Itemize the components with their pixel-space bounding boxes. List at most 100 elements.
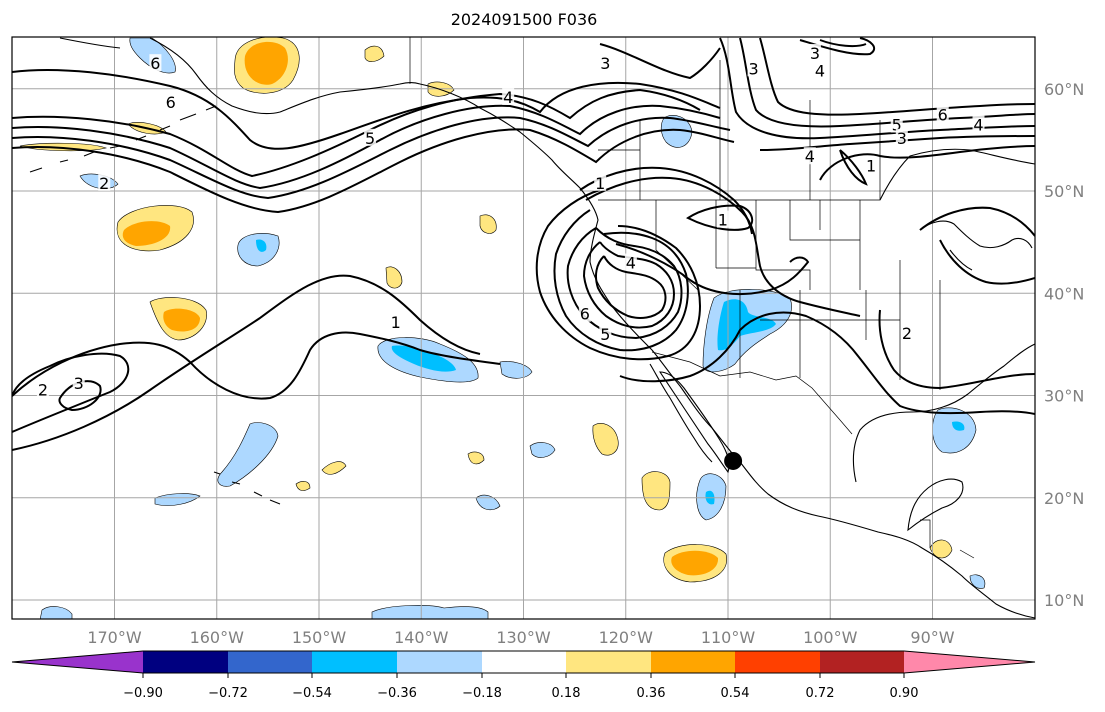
contour-label: 4 (626, 254, 636, 273)
contour-line (619, 311, 1035, 415)
contour-line (939, 239, 1035, 285)
colorbar-tick-label: 0.36 (637, 686, 666, 701)
positive-anomaly-area (385, 266, 403, 289)
contour-label-backdrop (502, 87, 515, 105)
contour-label-backdrop (865, 156, 878, 174)
contour-label-backdrop (389, 312, 402, 330)
contour-label-backdrop (808, 43, 821, 61)
contour-line (12, 68, 721, 150)
coastlines (29, 37, 1035, 619)
contour-label-backdrop (890, 115, 903, 133)
contour-line (12, 88, 701, 178)
contour-line (579, 166, 753, 235)
contour-label: 1 (718, 211, 728, 230)
contour-label-backdrop (747, 59, 760, 77)
latitude-tick-labels: 60°N 50°N 40°N 30°N 20°N 10°N (1044, 80, 1084, 610)
positive-anomaly-core (671, 550, 719, 576)
positive-anomaly-core (244, 41, 288, 85)
gulf-of-mexico-coast (852, 343, 1035, 483)
contour-label: 3 (748, 59, 758, 78)
contour-label-backdrop (716, 210, 729, 228)
contour-line (839, 149, 868, 186)
contour-label-backdrop (149, 54, 162, 72)
longitude-tick-label: 110°W (701, 628, 756, 647)
contour-label-backdrop (895, 128, 908, 146)
positive-anomaly-area (592, 423, 619, 456)
contour-line (878, 309, 1035, 390)
colorbar-extension-high (904, 651, 1035, 673)
contour-label: 2 (38, 380, 48, 399)
colorbar-tick-label: 0.72 (806, 686, 835, 701)
contour-line (582, 241, 676, 329)
contour-line (686, 204, 754, 231)
colorbar-tick-label: −0.72 (208, 686, 248, 701)
contour-label-backdrop (814, 61, 827, 79)
positive-anomaly-area (364, 45, 385, 62)
colorbar-tick-label: 0.90 (890, 686, 919, 701)
contour-label: 5 (365, 129, 375, 148)
contour-label-backdrop (599, 325, 612, 343)
contour-line (12, 128, 735, 214)
positive-anomaly-core (163, 308, 200, 332)
contour-label: 6 (580, 305, 590, 324)
negative-anomaly-area (475, 494, 501, 511)
map-frame (11, 36, 1036, 620)
contour-label: 2 (99, 174, 109, 193)
colorbar-extension-low (12, 651, 143, 673)
contour-label: 6 (150, 54, 160, 73)
contour-label: 2 (902, 324, 912, 343)
aleutian-islands (29, 105, 217, 173)
contour-line (12, 116, 731, 200)
contour-label: 1 (866, 156, 876, 175)
colorbar-tick-label: −0.36 (377, 686, 417, 701)
contour-line (615, 243, 810, 296)
contour-line (566, 227, 683, 340)
colorbar-segment (143, 651, 228, 673)
positive-anomaly-area (295, 481, 311, 491)
colorbar-segment (651, 651, 735, 673)
colorbar-segment (820, 651, 904, 673)
contour-line (12, 274, 481, 451)
colorbar-tick-label: −0.54 (292, 686, 332, 701)
contour-label: 4 (815, 61, 825, 80)
contour-label: 4 (973, 116, 983, 135)
contour-line (759, 37, 1035, 116)
us-state-borders (655, 200, 941, 390)
location-marker (724, 451, 743, 470)
contour-label: 3 (74, 374, 84, 393)
contour-label-backdrop (599, 54, 612, 72)
contour-line (12, 331, 501, 400)
negative-anomaly-area (39, 606, 73, 619)
contour-line (819, 39, 867, 48)
contour-label-backdrop (578, 304, 591, 322)
gulf-of-california-coast (658, 371, 730, 474)
longitude-tick-label: 170°W (87, 628, 142, 647)
contour-label-backdrop (936, 105, 949, 123)
latitude-tick-label: 20°N (1044, 489, 1084, 508)
contour-line (599, 43, 721, 80)
positive-anomaly-area (467, 451, 485, 465)
negative-anomaly-core (391, 345, 456, 372)
contour-label: 4 (805, 147, 815, 166)
contour-line (553, 209, 689, 352)
negative-anomaly-area (217, 422, 279, 487)
longitude-tick-label: 90°W (910, 628, 954, 647)
longitude-tick-label: 130°W (496, 628, 551, 647)
contour-label-backdrop (594, 173, 607, 191)
contour-line (739, 37, 1035, 128)
negative-anomaly-area (154, 493, 201, 506)
longitude-tick-label: 120°W (599, 628, 654, 647)
contour-line (595, 255, 667, 319)
contour-label: 5 (600, 325, 610, 344)
contour-label: 3 (810, 44, 820, 63)
contour-line (819, 145, 1035, 181)
colorbar-tick-label: 0.54 (721, 686, 750, 701)
colorbar-tick-label: −0.18 (462, 686, 502, 701)
contour-label: 6 (166, 93, 176, 112)
political-borders (409, 37, 975, 559)
contour-label: 4 (503, 88, 513, 107)
